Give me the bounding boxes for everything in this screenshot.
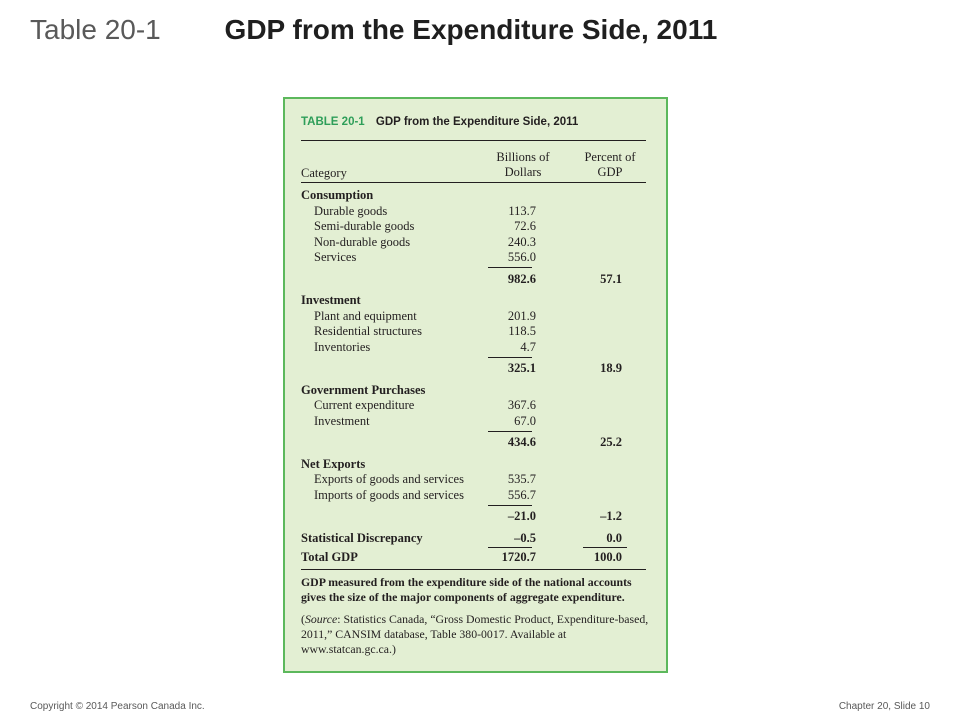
slide-title: Table 20-1 GDP from the Expenditure Side… (30, 14, 717, 46)
billions-value: 982.6 (507, 272, 536, 286)
slide-title-text: GDP from the Expenditure Side, 2011 (224, 14, 718, 45)
table-heading: TABLE 20-1 GDP from the Expenditure Side… (301, 116, 578, 128)
header-billions-line2: Dollars (504, 165, 542, 179)
row-label: Current expenditure (314, 398, 415, 412)
billions-value: 535.7 (507, 472, 536, 486)
table-row: Statistical Discrepancy –0.5 0.0 (301, 531, 646, 546)
header-percent: Percent of GDP (570, 150, 650, 180)
percent-value: 25.2 (600, 435, 622, 449)
total-rule (488, 547, 532, 548)
header-percent-line2: GDP (597, 165, 623, 179)
subtotal-rule (488, 267, 532, 268)
billions-value: 367.6 (507, 398, 536, 412)
billions-value: –21.0 (507, 509, 536, 523)
source-text: : Statistics Canada, “Gross Domestic Pro… (301, 612, 649, 656)
billions-value: –0.5 (514, 531, 536, 545)
row-label: Exports of goods and services (314, 472, 464, 486)
total-rule (583, 547, 627, 548)
table-row: Semi-durable goods 72.6 (301, 219, 646, 234)
billions-value: 72.6 (514, 219, 536, 233)
row-label: Plant and equipment (314, 309, 417, 323)
billions-value: 556.7 (507, 488, 536, 502)
table-row: Residential structures 118.5 (301, 324, 646, 339)
slide-title-number: Table 20-1 (30, 14, 161, 45)
row-label: Residential structures (314, 324, 422, 338)
row-label: Durable goods (314, 204, 388, 218)
billions-value: 325.1 (507, 361, 536, 375)
table-row: Government Purchases (301, 383, 646, 398)
subtotal-row: 982.6 57.1 (301, 272, 646, 287)
header-category: Category (301, 166, 347, 180)
subtotal-rule (488, 431, 532, 432)
percent-value: 0.0 (606, 531, 622, 545)
billions-value: 67.0 (514, 414, 536, 428)
subtotal-row: 325.1 18.9 (301, 361, 646, 376)
percent-value: –1.2 (600, 509, 622, 523)
top-rule (301, 140, 646, 141)
table-source: (Source: Statistics Canada, “Gross Domes… (301, 612, 649, 656)
subtotal-rule (488, 505, 532, 506)
table-row: Investment 67.0 (301, 414, 646, 429)
table-row: Current expenditure 367.6 (301, 398, 646, 413)
slide-number: 10 (918, 701, 930, 712)
table-row: Durable goods 113.7 (301, 204, 646, 219)
header-billions: Billions of Dollars (478, 150, 568, 180)
row-label: Imports of goods and services (314, 488, 464, 502)
table-row: Investment (301, 293, 646, 308)
source-label: Source (304, 612, 338, 626)
row-label: Government Purchases (301, 383, 426, 397)
row-label: Statistical Discrepancy (301, 531, 423, 545)
row-label: Net Exports (301, 457, 366, 471)
billions-value: 113.7 (508, 204, 536, 218)
table-caption: GDP measured from the expenditure side o… (301, 575, 632, 604)
billions-value: 434.6 (507, 435, 536, 449)
row-label: Inventories (314, 340, 371, 354)
billions-value: 1720.7 (501, 550, 536, 564)
table-row: Imports of goods and services 556.7 (301, 488, 646, 503)
table-title: GDP from the Expenditure Side, 2011 (375, 116, 579, 128)
header-percent-line1: Percent of (584, 150, 636, 164)
billions-value: 118.5 (508, 324, 536, 338)
row-label: Services (314, 250, 357, 264)
billions-value: 4.7 (520, 340, 536, 354)
percent-value: 18.9 (600, 361, 622, 375)
bottom-rule (301, 569, 646, 570)
subtotal-rule (488, 357, 532, 358)
header-billions-line1: Billions of (496, 150, 550, 164)
table-row: Net Exports (301, 457, 646, 472)
table-row: Plant and equipment 201.9 (301, 309, 646, 324)
table-row: Exports of goods and services 535.7 (301, 472, 646, 487)
row-label: Total GDP (301, 550, 358, 564)
row-label: Investment (314, 414, 370, 428)
total-row: Total GDP 1720.7 100.0 (301, 550, 646, 565)
percent-value: 57.1 (600, 272, 622, 286)
table-row: Services 556.0 (301, 250, 646, 265)
table-row: Consumption (301, 188, 646, 203)
billions-value: 240.3 (507, 235, 536, 249)
copyright: Copyright © 2014 Pearson Canada Inc. (30, 701, 205, 712)
billions-value: 201.9 (507, 309, 536, 323)
table-label: TABLE 20-1 (301, 116, 365, 128)
billions-value: 556.0 (507, 250, 536, 264)
subtotal-row: –21.0 –1.2 (301, 509, 646, 524)
row-label: Consumption (301, 188, 374, 202)
subtotal-row: 434.6 25.2 (301, 435, 646, 450)
table-panel: TABLE 20-1 GDP from the Expenditure Side… (283, 97, 668, 673)
table-row: Non-durable goods 240.3 (301, 235, 646, 250)
header-rule (301, 182, 646, 183)
row-label: Investment (301, 293, 361, 307)
row-label: Semi-durable goods (314, 219, 415, 233)
row-label: Non-durable goods (314, 235, 411, 249)
table-row: Inventories 4.7 (301, 340, 646, 355)
percent-value: 100.0 (593, 550, 622, 564)
slide-number-label: Chapter 20, Slide 10 (838, 701, 930, 712)
